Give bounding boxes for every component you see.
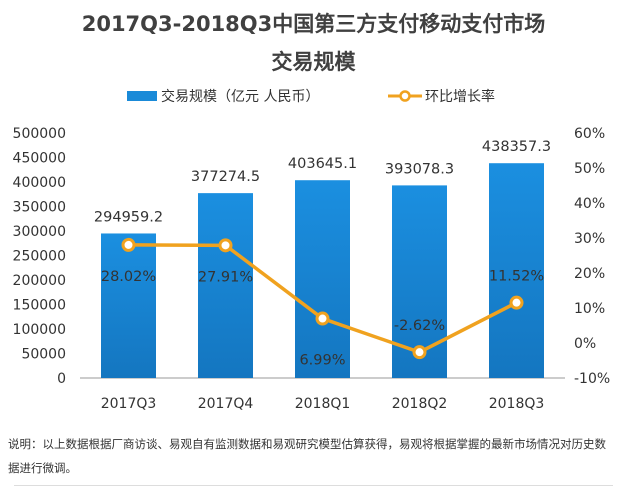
bar [295, 180, 350, 378]
y-left-tick-label: 0 [57, 371, 66, 387]
y-left-tick-label: 200000 [13, 273, 66, 289]
bar-data-label: 377274.5 [191, 169, 260, 185]
growth-data-label: 27.91% [198, 269, 253, 285]
growth-point [509, 295, 524, 310]
y-left-tick-label: 450000 [13, 151, 66, 167]
bar-data-label: 393078.3 [385, 161, 454, 177]
bar-data-label: 438357.3 [482, 139, 551, 155]
y-left-tick-label: 300000 [13, 224, 66, 240]
x-tick-label: 2018Q1 [295, 396, 351, 412]
divider [14, 485, 613, 486]
growth-point [315, 311, 330, 326]
legend-bar-label: 交易规模（亿元 人民币） [161, 89, 320, 105]
growth-point [121, 237, 136, 252]
growth-data-label: 6.99% [299, 353, 345, 369]
growth-data-label: -2.62% [394, 318, 445, 334]
y-left-tick-label: 500000 [13, 126, 66, 142]
y-right-tick-label: 20% [574, 266, 605, 282]
bar-data-label: 403645.1 [288, 156, 357, 172]
legend-line-swatch [388, 90, 422, 102]
y-right-tick-label: 50% [574, 161, 605, 177]
growth-point [412, 345, 427, 360]
x-tick-label: 2018Q3 [489, 396, 545, 412]
y-right-tick-label: 10% [574, 301, 605, 317]
x-tick-label: 2017Q3 [101, 396, 157, 412]
growth-data-label: 11.52% [489, 269, 544, 285]
y-right-tick-label: 30% [574, 231, 605, 247]
y-left-tick-label: 150000 [13, 298, 66, 314]
legend-bar-swatch [127, 91, 157, 101]
y-left-tick-label: 250000 [13, 249, 66, 265]
y-left-tick-label: 50000 [21, 347, 66, 363]
growth-data-label: 28.02% [101, 269, 156, 285]
x-tick-label: 2018Q2 [392, 396, 448, 412]
y-right-tick-label: 0% [574, 336, 596, 352]
y-left-tick-label: 100000 [13, 322, 66, 338]
y-right-tick-label: 40% [574, 196, 605, 212]
bar-data-label: 294959.2 [94, 209, 163, 225]
y-right-tick-label: -10% [574, 371, 610, 387]
legend-line-label: 环比增长率 [425, 89, 495, 105]
bar [489, 163, 544, 378]
y-left-tick-label: 350000 [13, 200, 66, 216]
bar [101, 233, 156, 378]
x-tick-label: 2017Q4 [198, 396, 254, 412]
chart-subtitle: 交易规模 [271, 50, 356, 74]
growth-point [218, 238, 233, 253]
legend-bar: 交易规模（亿元 人民币） [127, 86, 319, 106]
footnote: 说明：以上数据根据厂商访谈、易观自有监测数据和易观研究模型估算获得，易观将根据掌… [8, 437, 606, 475]
legend-line: 环比增长率 [388, 86, 495, 106]
y-right-tick-label: 60% [574, 126, 605, 142]
y-left-tick-label: 400000 [13, 175, 66, 191]
chart-title: 2017Q3-2018Q3中国第三方支付移动支付市场 [81, 12, 546, 36]
plot-area: 0 50000 100000 150000 200000 250000 300000 3500… [13, 126, 611, 412]
bar [198, 193, 253, 378]
